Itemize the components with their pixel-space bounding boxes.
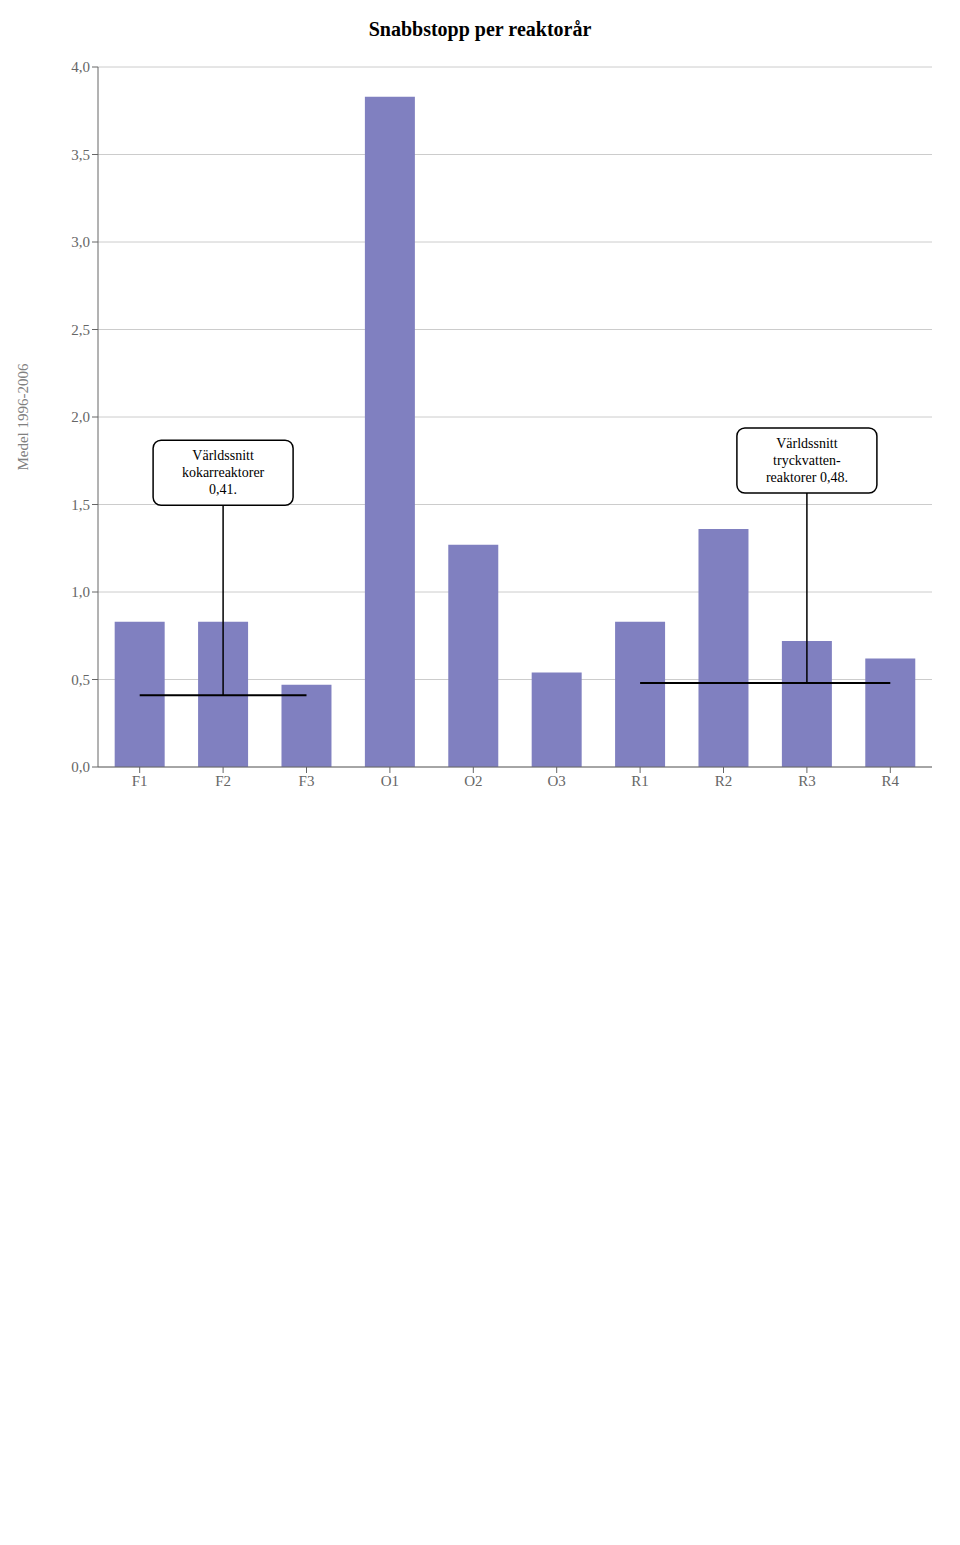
svg-text:O2: O2 (464, 773, 482, 789)
svg-text:R3: R3 (798, 773, 816, 789)
svg-text:0,5: 0,5 (71, 672, 90, 688)
svg-text:Världssnittkokarreaktorer0,41.: Världssnittkokarreaktorer0,41. (182, 448, 265, 497)
svg-text:O1: O1 (381, 773, 399, 789)
svg-text:R2: R2 (715, 773, 733, 789)
svg-text:O3: O3 (548, 773, 566, 789)
svg-text:3,5: 3,5 (71, 147, 90, 163)
svg-text:1,0: 1,0 (71, 584, 90, 600)
svg-text:2,5: 2,5 (71, 322, 90, 338)
svg-text:R1: R1 (631, 773, 649, 789)
svg-text:R4: R4 (882, 773, 900, 789)
svg-text:0,0: 0,0 (71, 759, 90, 775)
svg-text:F1: F1 (132, 773, 148, 789)
svg-text:3,0: 3,0 (71, 234, 90, 250)
svg-text:F3: F3 (299, 773, 315, 789)
html-text:Snabbstopp per reaktorår: Snabbstopp per reaktorår (368, 18, 592, 40)
svg-text:F2: F2 (215, 773, 231, 789)
svg-text:1,5: 1,5 (71, 497, 90, 513)
svg-text:Världssnitttryckvatten-reaktor: Världssnitttryckvatten-reaktorer 0,48. (766, 436, 848, 485)
svg-text:2,0: 2,0 (71, 409, 90, 425)
svg-text:Medel 1996-2006: Medel 1996-2006 (15, 363, 31, 471)
svg-text:4,0: 4,0 (71, 59, 90, 75)
